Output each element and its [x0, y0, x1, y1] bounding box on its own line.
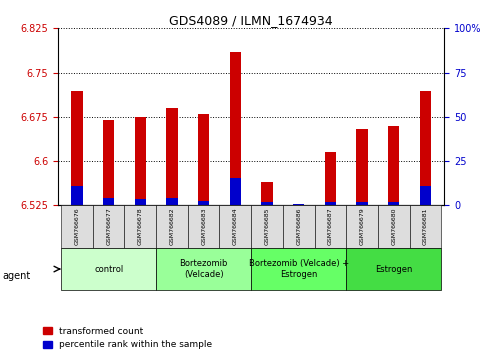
Bar [420, 91, 431, 205]
Bar [325, 202, 336, 205]
Text: control: control [94, 264, 123, 274]
Bar [71, 186, 83, 205]
Bar [230, 52, 241, 205]
Bar [388, 126, 399, 205]
Text: Estrogen: Estrogen [375, 264, 412, 274]
FancyBboxPatch shape [156, 205, 188, 248]
Text: GSM766678: GSM766678 [138, 208, 143, 245]
FancyBboxPatch shape [378, 205, 410, 248]
Bar [71, 91, 83, 205]
Text: Bortezomib (Velcade) +
Estrogen: Bortezomib (Velcade) + Estrogen [249, 259, 349, 279]
Bar [420, 186, 431, 205]
Bar [198, 201, 209, 205]
Bar [356, 129, 368, 205]
Bar [325, 152, 336, 205]
Bar [135, 117, 146, 205]
FancyBboxPatch shape [125, 205, 156, 248]
Title: GDS4089 / ILMN_1674934: GDS4089 / ILMN_1674934 [170, 14, 333, 27]
Text: GSM766687: GSM766687 [328, 208, 333, 245]
FancyBboxPatch shape [283, 205, 314, 248]
FancyBboxPatch shape [251, 205, 283, 248]
Bar [230, 178, 241, 205]
FancyBboxPatch shape [346, 248, 441, 290]
FancyBboxPatch shape [93, 205, 125, 248]
Bar [103, 120, 114, 205]
Bar [103, 198, 114, 205]
Text: GSM766680: GSM766680 [391, 208, 396, 245]
Text: GSM766677: GSM766677 [106, 208, 111, 245]
FancyBboxPatch shape [188, 205, 219, 248]
Text: GSM766682: GSM766682 [170, 208, 174, 245]
FancyBboxPatch shape [156, 248, 251, 290]
FancyBboxPatch shape [61, 248, 156, 290]
Bar [198, 114, 209, 205]
Text: GSM766679: GSM766679 [359, 208, 365, 245]
Text: agent: agent [2, 271, 30, 281]
Text: GSM766684: GSM766684 [233, 208, 238, 245]
Legend: transformed count, percentile rank within the sample: transformed count, percentile rank withi… [43, 327, 213, 349]
Bar [135, 199, 146, 205]
FancyBboxPatch shape [346, 205, 378, 248]
Text: GSM766683: GSM766683 [201, 208, 206, 245]
Text: Bortezomib
(Velcade): Bortezomib (Velcade) [180, 259, 228, 279]
FancyBboxPatch shape [61, 205, 93, 248]
FancyBboxPatch shape [251, 248, 346, 290]
Bar [356, 202, 368, 205]
Text: GSM766676: GSM766676 [74, 208, 80, 245]
Bar [167, 108, 178, 205]
Text: GSM766685: GSM766685 [265, 208, 270, 245]
Bar [293, 204, 304, 205]
FancyBboxPatch shape [410, 205, 441, 248]
Bar [293, 204, 304, 205]
Bar [261, 182, 272, 205]
FancyBboxPatch shape [314, 205, 346, 248]
FancyBboxPatch shape [219, 205, 251, 248]
Text: GSM766681: GSM766681 [423, 208, 428, 245]
Text: GSM766686: GSM766686 [296, 208, 301, 245]
Bar [167, 198, 178, 205]
Bar [261, 202, 272, 205]
Bar [388, 202, 399, 205]
